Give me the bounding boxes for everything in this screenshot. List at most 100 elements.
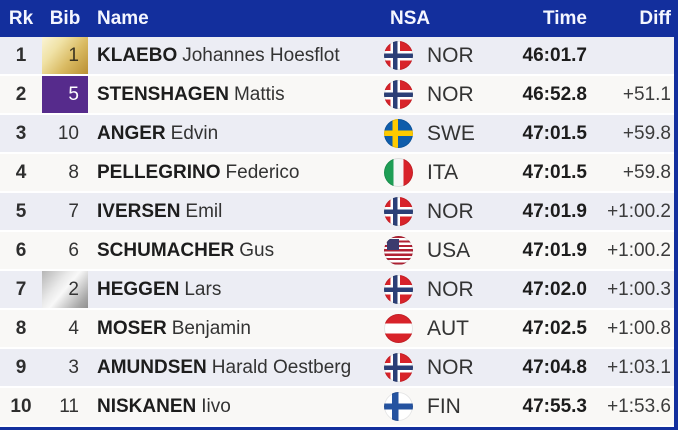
- rank-cell: 9: [15, 356, 27, 378]
- nsa-cell: NOR: [380, 349, 474, 386]
- column-header-bib: Bib: [49, 7, 81, 29]
- column-header-rank: Rk: [8, 7, 34, 29]
- name-cell: AMUNDSEN Harald Oestberg: [88, 349, 380, 386]
- name-cell: STENSHAGEN Mattis: [88, 76, 380, 113]
- rank-cell: 6: [15, 239, 27, 261]
- bib-cell: 2: [42, 271, 88, 308]
- table-row[interactable]: 10 11 NISKANEN Iivo FIN 47:55.3 +1:53.6: [0, 388, 674, 427]
- nsa-cell: NOR: [380, 76, 474, 113]
- norway-flag-icon: [384, 41, 413, 70]
- nsa-code: ITA: [427, 160, 459, 184]
- bib-cell: 1: [42, 37, 88, 74]
- time-cell: 47:02.5: [522, 317, 587, 339]
- rank-cell: 2: [15, 83, 27, 105]
- diff-cell: +59.8: [622, 122, 671, 144]
- norway-flag-icon: [384, 197, 413, 226]
- diff-cell: [587, 37, 674, 74]
- bib-cell: 6: [68, 239, 79, 261]
- bib-cell: 4: [68, 317, 79, 339]
- time-cell: 46:01.7: [522, 44, 587, 66]
- table-row[interactable]: 8 4 MOSER Benjamin AUT 47:02.5 +1:00.8: [0, 310, 674, 349]
- athlete-surname: NISKANEN: [97, 395, 197, 417]
- norway-flag-icon: [384, 275, 413, 304]
- sweden-flag-icon: [384, 119, 413, 148]
- diff-cell: +1:53.6: [607, 395, 671, 417]
- diff-cell: +59.8: [622, 161, 671, 183]
- table-row[interactable]: 2 5 STENSHAGEN Mattis NOR 46:52.8 +51.1: [0, 76, 674, 115]
- column-header-time: Time: [542, 7, 587, 29]
- nsa-code: AUT: [427, 316, 469, 340]
- finland-flag-icon: [384, 392, 413, 421]
- norway-flag-icon: [384, 80, 413, 109]
- rank-cell: 8: [15, 317, 27, 339]
- athlete-surname: SCHUMACHER: [97, 239, 235, 261]
- diff-cell: +1:00.8: [607, 317, 671, 339]
- nsa-code: FIN: [427, 394, 461, 418]
- italy-flag-icon: [384, 158, 413, 187]
- norway-flag-icon: [384, 353, 413, 382]
- time-cell: 47:04.8: [522, 356, 587, 378]
- athlete-given-name: Emil: [185, 200, 223, 222]
- athlete-given-name: Harald Oestberg: [211, 356, 352, 378]
- nsa-cell: AUT: [380, 310, 472, 347]
- athlete-given-name: Iivo: [201, 395, 231, 417]
- athlete-surname: STENSHAGEN: [97, 83, 229, 105]
- nsa-code: USA: [427, 238, 471, 262]
- rank-cell: 3: [15, 122, 27, 144]
- rank-cell: 1: [15, 44, 27, 66]
- nsa-cell: FIN: [380, 388, 472, 425]
- athlete-surname: ANGER: [97, 122, 166, 144]
- bib-cell: 3: [68, 356, 79, 378]
- rank-cell: 5: [15, 200, 27, 222]
- nsa-code: SWE: [427, 121, 475, 145]
- column-header-nsa: NSA: [390, 7, 431, 29]
- nsa-cell: NOR: [380, 193, 474, 230]
- rank-cell: 10: [10, 395, 32, 417]
- nsa-code: NOR: [427, 199, 474, 223]
- austria-flag-icon: [384, 314, 413, 343]
- time-cell: 47:01.9: [522, 200, 587, 222]
- rank-cell: 4: [15, 161, 27, 183]
- athlete-surname: MOSER: [97, 317, 167, 339]
- name-cell: SCHUMACHER Gus: [88, 232, 380, 269]
- nsa-code: NOR: [427, 355, 474, 379]
- athlete-surname: PELLEGRINO: [97, 161, 221, 183]
- column-header-name: Name: [97, 7, 149, 29]
- bib-cell: 5: [42, 76, 88, 113]
- athlete-given-name: Benjamin: [171, 317, 251, 339]
- time-cell: 47:01.9: [522, 239, 587, 261]
- table-row[interactable]: 4 8 PELLEGRINO Federico ITA 47:01.5 +59.…: [0, 154, 674, 193]
- diff-cell: +1:03.1: [607, 356, 671, 378]
- table-row[interactable]: 7 2 HEGGEN Lars NOR 47:02.0 +1:00.3: [0, 271, 674, 310]
- diff-cell: +1:00.2: [607, 239, 671, 261]
- bib-cell: 7: [68, 200, 79, 222]
- results-table-header: Rk Bib Name NSA Time Diff: [0, 0, 674, 37]
- athlete-given-name: Federico: [225, 161, 300, 183]
- athlete-given-name: Mattis: [233, 83, 285, 105]
- table-row[interactable]: 5 7 IVERSEN Emil NOR 47:01.9 +1:00.2: [0, 193, 674, 232]
- table-row[interactable]: 1 1 KLAEBO Johannes Hoesflot NOR 46:01.7: [0, 37, 674, 76]
- athlete-given-name: Lars: [184, 278, 222, 300]
- diff-cell: +1:00.2: [607, 200, 671, 222]
- time-cell: 47:55.3: [522, 395, 587, 417]
- nsa-cell: NOR: [380, 37, 474, 74]
- rank-cell: 7: [15, 278, 27, 300]
- nsa-code: NOR: [427, 277, 474, 301]
- athlete-given-name: Johannes Hoesflot: [182, 44, 340, 66]
- table-row[interactable]: 6 6 SCHUMACHER Gus USA 47:01.9 +1:00.2: [0, 232, 674, 271]
- bib-cell: 11: [59, 395, 79, 417]
- table-row[interactable]: 3 10 ANGER Edvin SWE 47:01.5 +59.8: [0, 115, 674, 154]
- time-cell: 47:01.5: [522, 161, 587, 183]
- athlete-surname: AMUNDSEN: [97, 356, 207, 378]
- bib-cell: 8: [68, 161, 79, 183]
- name-cell: PELLEGRINO Federico: [88, 154, 380, 191]
- column-header-diff: Diff: [639, 7, 671, 29]
- nsa-cell: SWE: [380, 115, 475, 152]
- bib-cell: 10: [57, 122, 79, 144]
- athlete-surname: IVERSEN: [97, 200, 181, 222]
- nsa-cell: ITA: [380, 154, 472, 191]
- table-row[interactable]: 9 3 AMUNDSEN Harald Oestberg NOR 47:04.8…: [0, 349, 674, 388]
- name-cell: NISKANEN Iivo: [88, 388, 380, 425]
- name-cell: HEGGEN Lars: [88, 271, 380, 308]
- athlete-surname: HEGGEN: [97, 278, 180, 300]
